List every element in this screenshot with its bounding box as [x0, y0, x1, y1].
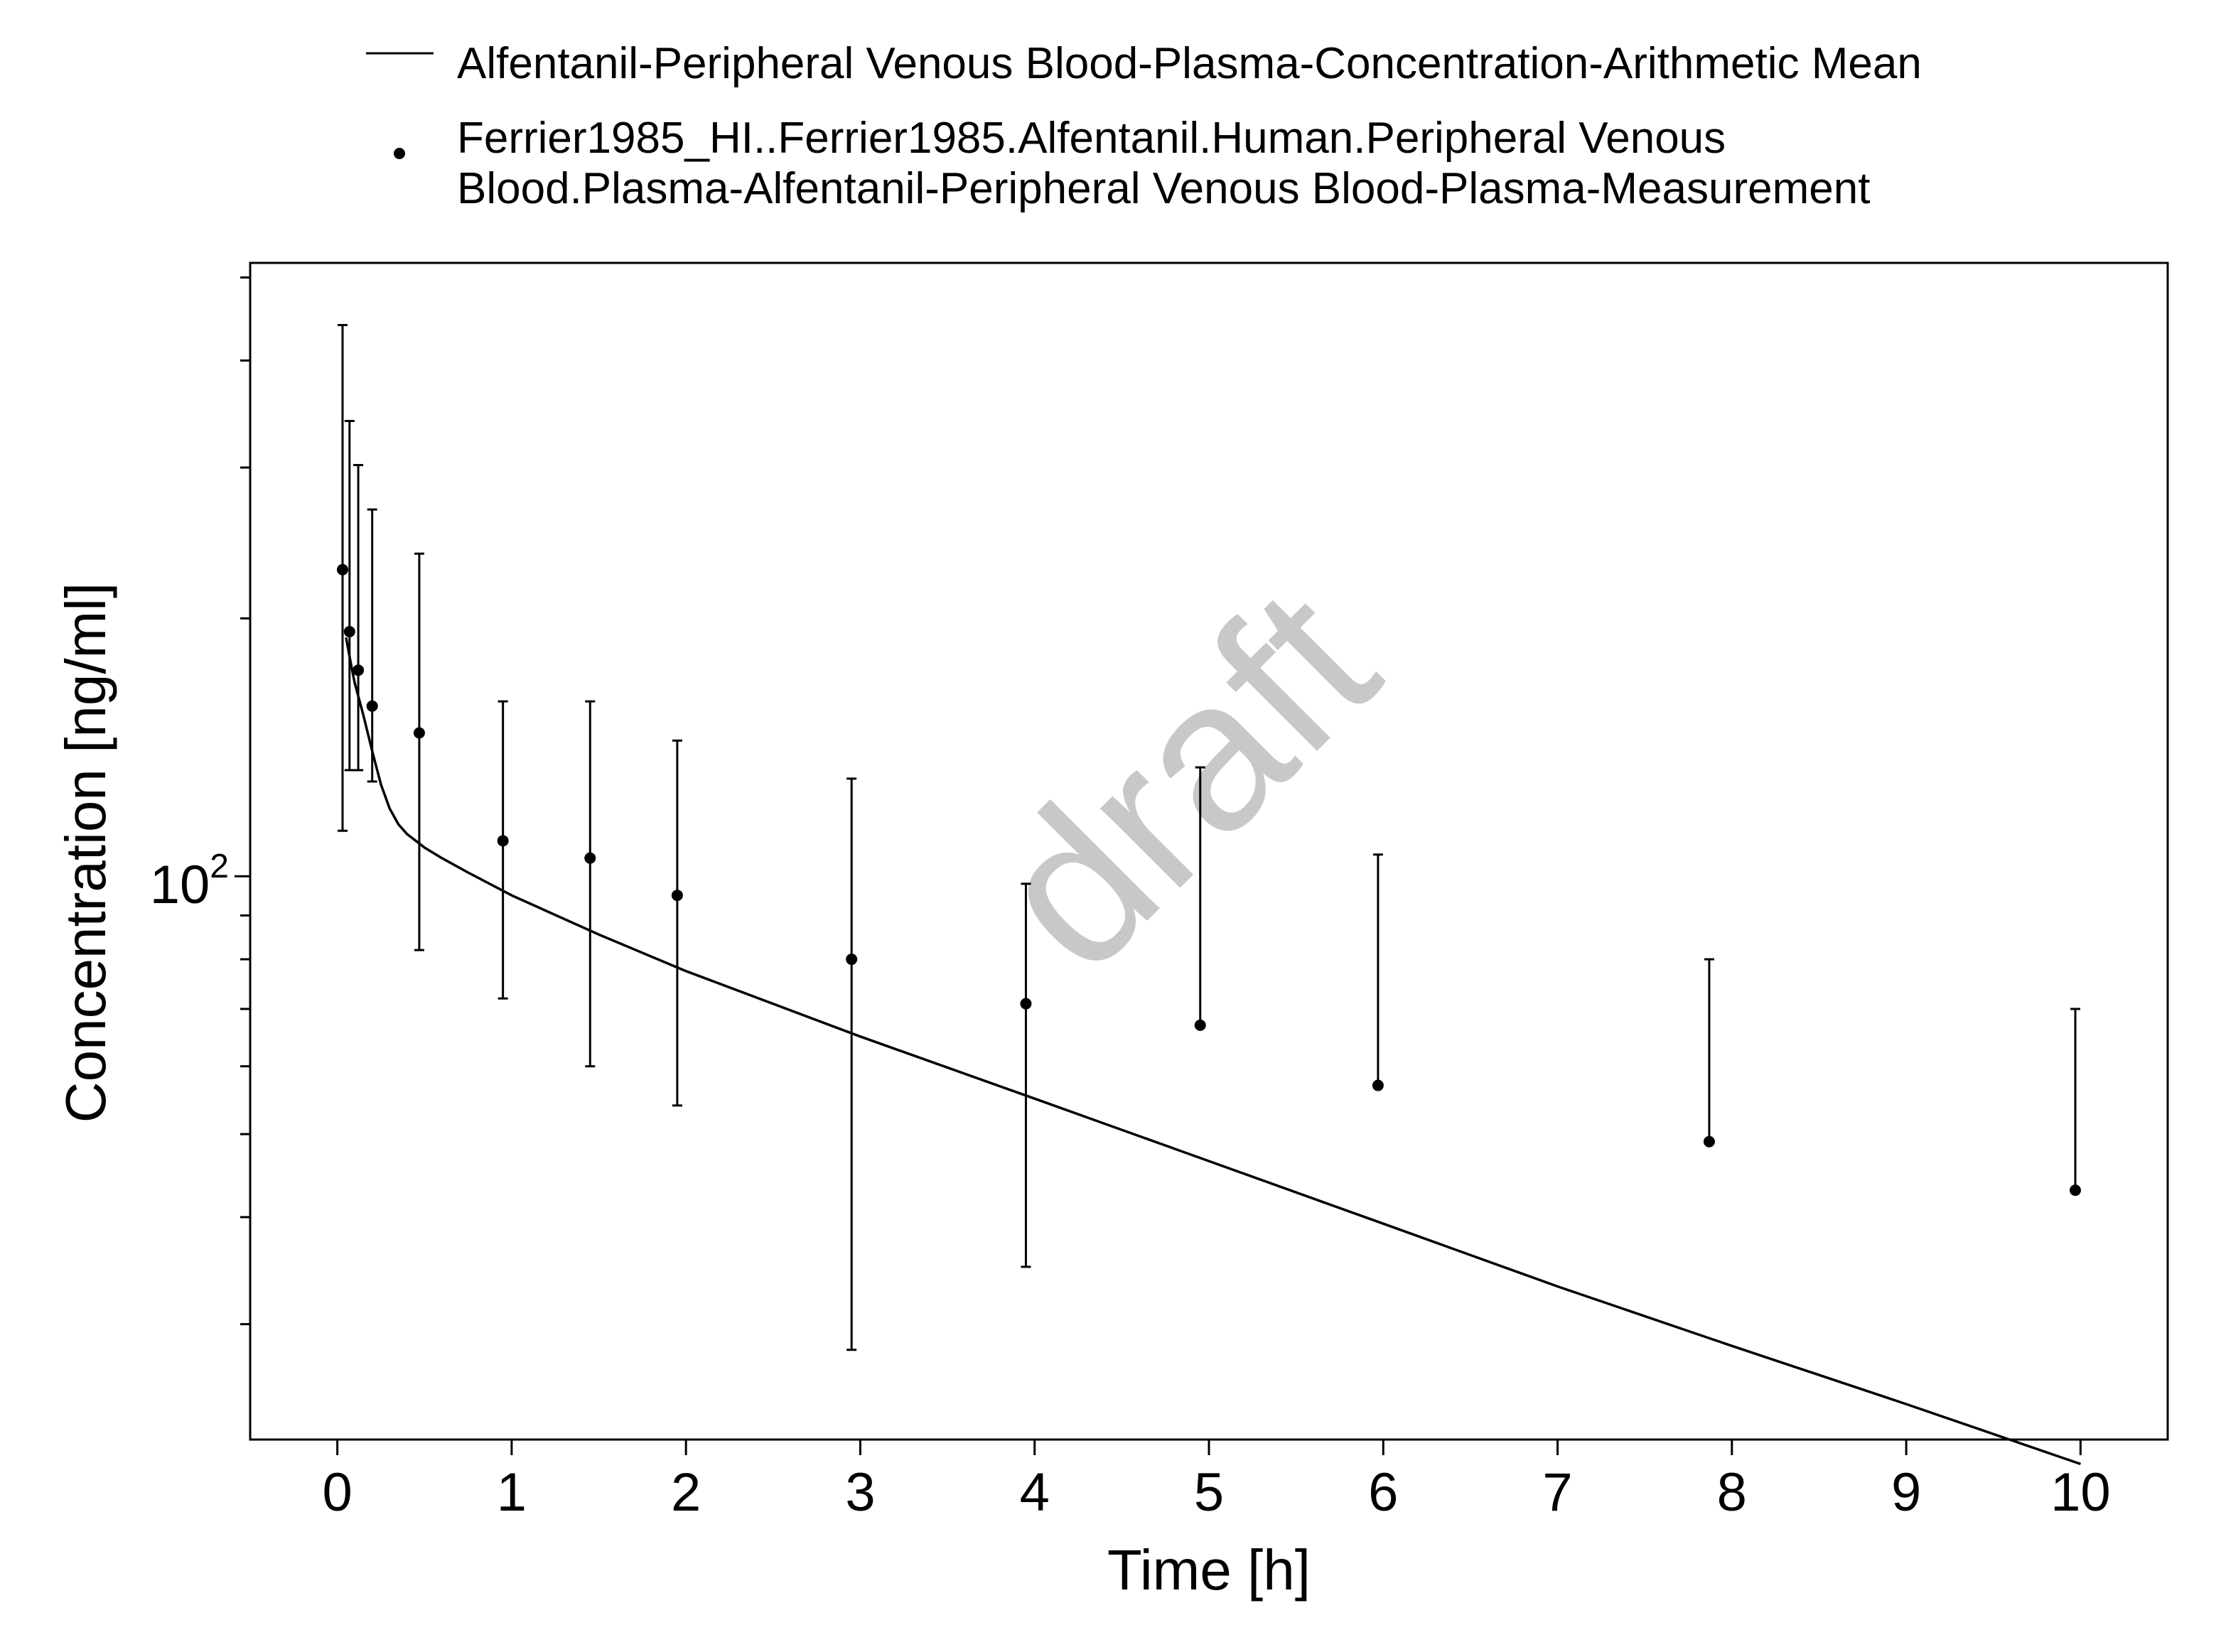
series-line-simulated-mean — [345, 637, 2081, 1466]
data-point — [366, 700, 378, 712]
x-tick-label: 9 — [1891, 1462, 1921, 1523]
data-point — [2070, 1184, 2082, 1197]
y-axis-label: Concentration [ng/ml] — [54, 583, 117, 1123]
y-tick-label-base: 10 — [150, 855, 210, 915]
x-tick-label: 1 — [497, 1462, 527, 1523]
x-axis-label: Time [h] — [1107, 1538, 1311, 1602]
data-point — [846, 954, 858, 966]
x-tick-label: 4 — [1020, 1462, 1050, 1523]
legend-point-label-line2: Blood.Plasma-Alfentanil-Peripheral Venou… — [457, 164, 1870, 213]
x-tick-label: 0 — [322, 1462, 352, 1523]
data-point — [353, 664, 365, 676]
data-point — [1020, 998, 1032, 1010]
data-point — [413, 727, 425, 739]
x-tick-label: 6 — [1368, 1462, 1398, 1523]
x-tick-label: 2 — [671, 1462, 701, 1523]
data-point — [1372, 1079, 1384, 1091]
data-point — [336, 563, 348, 576]
x-tick-label: 8 — [1717, 1462, 1747, 1523]
data-point — [1703, 1135, 1715, 1148]
legend-point-label-line1: Ferrier1985_HI..Ferrier1985.Alfentanil.H… — [457, 114, 1726, 163]
legend: Alfentanil-Peripheral Venous Blood-Plasm… — [366, 39, 1922, 213]
legend-line-label: Alfentanil-Peripheral Venous Blood-Plasm… — [457, 39, 1922, 88]
data-point — [497, 835, 509, 847]
series-points-group — [336, 323, 2082, 1351]
x-tick-label: 3 — [845, 1462, 875, 1523]
series-line-group — [345, 637, 2081, 1466]
x-tick-label: 10 — [2050, 1462, 2111, 1523]
data-point — [343, 625, 355, 637]
x-tick-label: 7 — [1542, 1462, 1572, 1523]
y-axis — [235, 276, 250, 1326]
y-tick-label-100: 102 — [150, 848, 229, 915]
draft-watermark: draft — [949, 544, 1420, 1015]
legend-point-swatch — [394, 148, 405, 159]
x-tick-label: 5 — [1194, 1462, 1224, 1523]
data-point — [584, 852, 596, 864]
y-tick-label-exponent: 2 — [210, 848, 229, 885]
x-axis: 0 1 2 3 4 5 6 7 8 9 10 — [322, 1440, 2111, 1523]
data-point — [1194, 1019, 1206, 1031]
data-point — [671, 890, 683, 902]
svg-text:102: 102 — [150, 848, 229, 915]
